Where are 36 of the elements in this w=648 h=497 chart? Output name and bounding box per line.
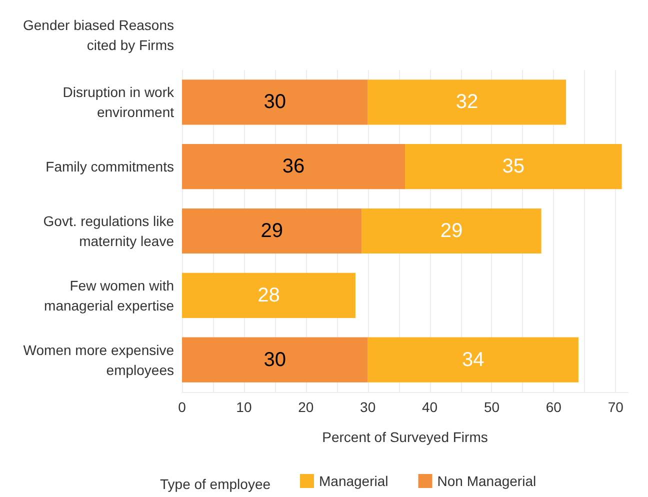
x-tick-label: 20 xyxy=(298,399,314,415)
x-axis-title: Percent of Surveyed Firms xyxy=(322,429,488,445)
data-label: 32 xyxy=(456,91,478,114)
data-label: 30 xyxy=(264,348,286,371)
x-tick-label: 30 xyxy=(360,399,376,415)
bar xyxy=(368,337,578,382)
x-tick-label: 10 xyxy=(236,399,252,415)
data-label: 30 xyxy=(264,91,286,114)
x-tick-label: 40 xyxy=(422,399,438,415)
data-label: 29 xyxy=(440,220,463,242)
bar xyxy=(182,80,368,125)
data-label: 35 xyxy=(502,156,525,178)
bar xyxy=(182,208,362,254)
x-tick-label: 60 xyxy=(546,399,562,415)
bar xyxy=(368,80,566,125)
y-tick-label: Women more expensive employees xyxy=(23,342,174,378)
data-label: 29 xyxy=(260,220,283,242)
bar xyxy=(405,144,622,190)
data-label: 34 xyxy=(462,348,484,371)
y-tick-label: Family commitments xyxy=(46,158,174,175)
legend-title: Type of employee xyxy=(160,476,271,492)
data-label: 28 xyxy=(258,284,280,306)
bar xyxy=(182,144,405,190)
x-tick-label: 50 xyxy=(484,399,500,415)
x-tick-label: 0 xyxy=(178,399,186,415)
legend-label: Managerial xyxy=(319,473,388,489)
y-tick-label: Disruption in work environment xyxy=(62,84,175,120)
bar xyxy=(182,272,356,318)
x-tick-label: 70 xyxy=(608,399,624,415)
data-label: 36 xyxy=(282,156,305,178)
y-tick-label: Few women with managerial expertise xyxy=(44,277,174,314)
legend-label: Non Managerial xyxy=(437,473,536,489)
bar xyxy=(182,337,368,382)
bar xyxy=(362,208,542,254)
y-axis-title: Gender biased Reasons cited by Firms xyxy=(23,17,174,53)
y-tick-label: Govt. regulations like maternity leave xyxy=(43,213,174,249)
